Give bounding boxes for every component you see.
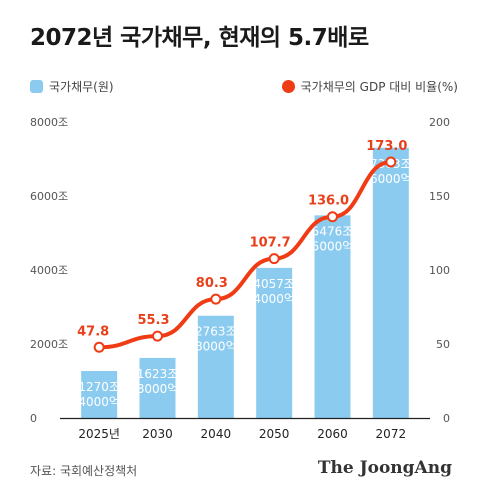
bar-value-label: 5476조: [312, 224, 354, 238]
x-tick-label: 2072: [376, 427, 407, 441]
ratio-value-label: 136.0: [308, 194, 349, 209]
x-tick-label: 2025년: [78, 427, 120, 441]
bar-debt: [197, 315, 234, 418]
y-right-tick-label: 150: [429, 190, 450, 203]
x-tick-label: 2030: [142, 427, 173, 441]
ratio-point: [268, 253, 280, 265]
bar-value-label: 1270조: [78, 380, 120, 394]
y-left-tick-label: 2000조: [30, 338, 68, 351]
bar-value-label: 4057조: [253, 277, 295, 291]
legend-bar-label: 국가채무(원): [49, 80, 114, 94]
y-right-tick-label: 100: [429, 264, 450, 277]
brand-logo: The JoongAng: [317, 458, 452, 478]
bar-debt: [139, 357, 176, 418]
x-tick-label: 2050: [259, 427, 290, 441]
bar-value-label: 6000억: [370, 172, 412, 186]
ratio-value-label: 80.3: [196, 276, 228, 291]
bar-value-label: 1623조: [137, 367, 179, 381]
bar-value-label: 8000억: [137, 382, 179, 396]
x-tick-label: 2060: [317, 427, 348, 441]
bar-debt: [81, 370, 118, 418]
ratio-point: [210, 293, 222, 305]
x-tick-label: 2040: [201, 427, 232, 441]
bar-value-label: 4000억: [253, 292, 295, 306]
bar-debt: [256, 267, 293, 418]
ratio-value-label: 47.8: [77, 324, 109, 339]
bar-value-label: 4000억: [78, 395, 120, 409]
legend-bar-swatch: [30, 80, 43, 93]
ratio-value-label: 107.7: [250, 236, 291, 251]
y-right-tick-label: 50: [436, 338, 450, 351]
y-left-tick-label: 4000조: [30, 264, 68, 277]
y-left-tick-label: 6000조: [30, 190, 68, 203]
bar-debt: [372, 147, 409, 419]
bar-value-label: 8000억: [195, 340, 237, 354]
chart-title: 2072년 국가채무, 현재의 5.7배로: [30, 25, 369, 51]
y-right-tick-label: 0: [443, 412, 450, 425]
bar-value-label: 2763조: [195, 325, 237, 339]
legend-line-label: 국가채무의 GDP 대비 비율(%): [300, 80, 458, 94]
source-note: 자료: 국회예산정책처: [30, 464, 138, 478]
bar-debt: [314, 215, 351, 418]
y-right-tick-label: 200: [429, 116, 450, 129]
ratio-point: [385, 156, 397, 168]
y-left-tick-label: 8000조: [30, 116, 68, 129]
ratio-point: [93, 341, 105, 353]
legend-item-ratio: 국가채무의 GDP 대비 비율(%): [281, 78, 458, 95]
ratio-value-label: 173.0: [366, 139, 407, 154]
bar-value-label: 5000억: [312, 239, 354, 253]
legend-line-swatch: [281, 80, 295, 93]
ratio-value-label: 55.3: [137, 313, 169, 328]
ratio-point: [152, 330, 163, 342]
y-left-tick-label: 0: [30, 412, 37, 425]
legend-item-debt: 국가채무(원): [30, 78, 114, 95]
ratio-point: [327, 211, 338, 223]
